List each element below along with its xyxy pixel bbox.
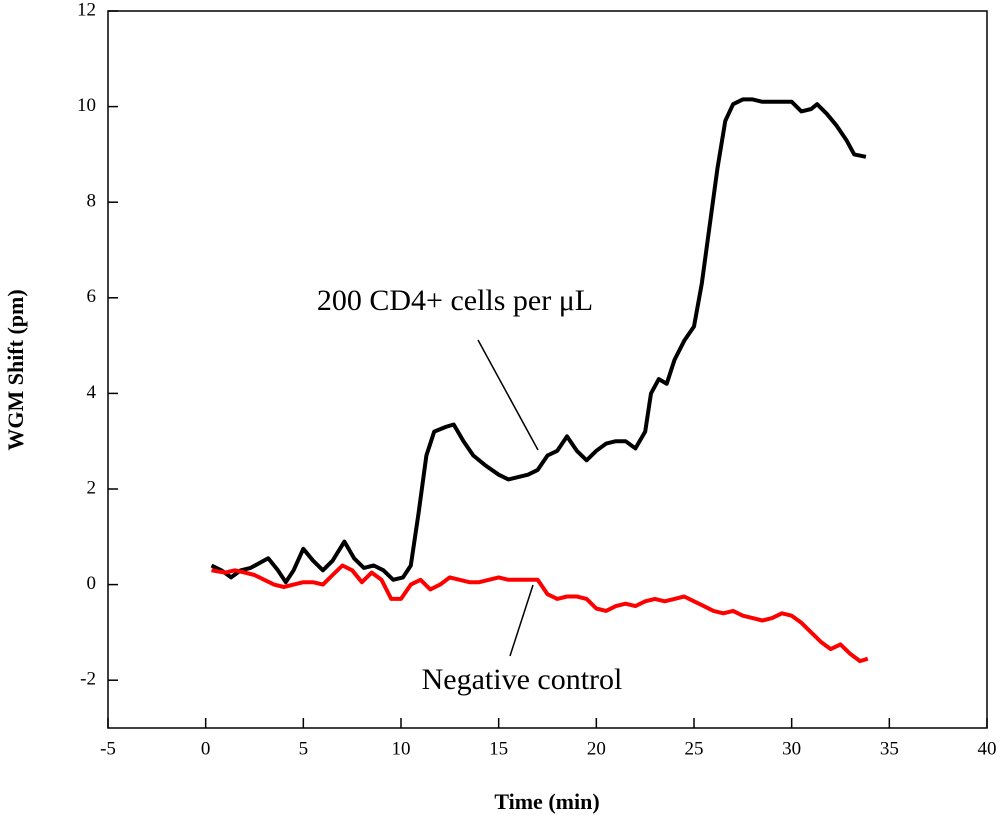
x-tick-label: 0	[201, 738, 211, 759]
data-line	[211, 563, 869, 664]
x-tick-label: 20	[587, 738, 606, 759]
y-axis-title: WGM Shift (pm)	[3, 289, 28, 450]
y-tick-label: 0	[87, 573, 97, 594]
x-tick-label: 25	[685, 738, 704, 759]
y-tick-label: -2	[80, 669, 96, 690]
plot-frame	[107, 10, 988, 729]
x-tick-label: 35	[880, 738, 899, 759]
leader-line	[509, 584, 534, 657]
annotation: Negative control	[422, 663, 623, 696]
y-tick-label: 8	[87, 191, 97, 212]
x-tick-label: 10	[392, 738, 411, 759]
x-tick-label: 40	[978, 738, 997, 759]
y-tick-label: 4	[87, 382, 97, 403]
leader-line	[477, 339, 539, 451]
x-axis-title: Time (min)	[494, 789, 599, 814]
x-tick-label: 15	[489, 738, 508, 759]
x-tick-label: 5	[299, 738, 309, 759]
data-line	[210, 97, 867, 585]
x-tick-label: 30	[782, 738, 801, 759]
x-tick-label: -5	[100, 738, 116, 759]
annotation: 200 CD4+ cells per μL	[317, 284, 593, 317]
y-tick-label: 10	[77, 95, 96, 116]
y-tick-label: 2	[87, 477, 97, 498]
y-tick-label: 6	[87, 286, 97, 307]
y-tick-label: 12	[77, 0, 96, 20]
